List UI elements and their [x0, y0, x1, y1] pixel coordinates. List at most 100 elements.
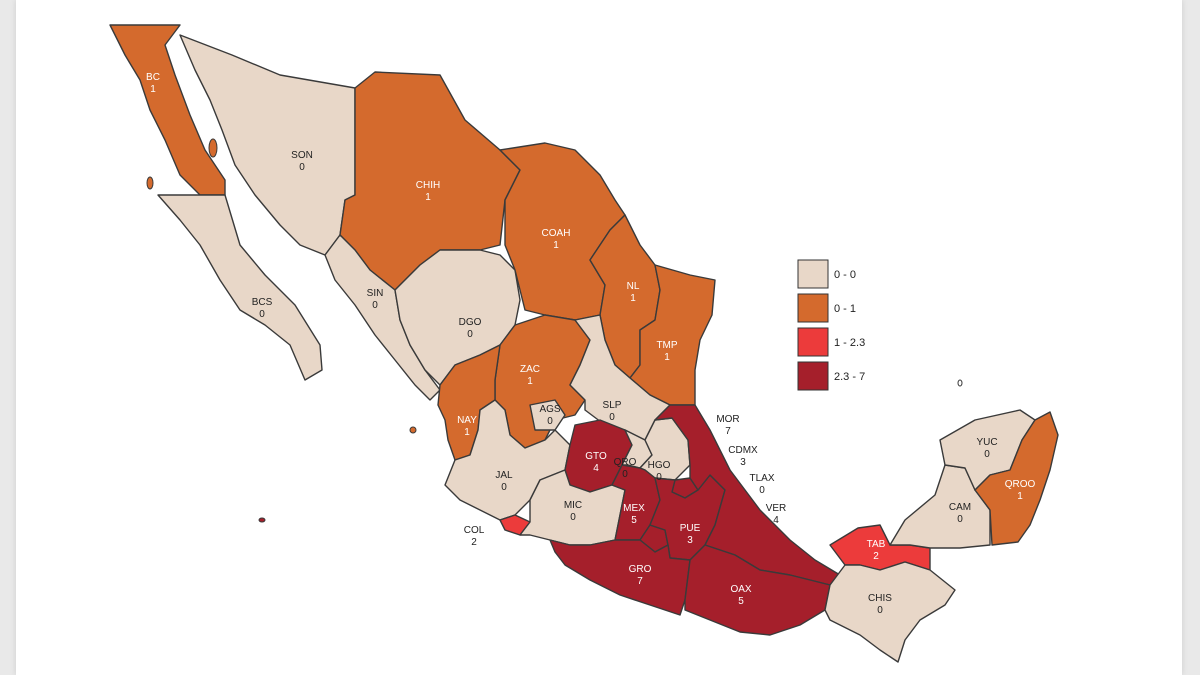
label-HGO-value: 0	[656, 472, 662, 483]
label-VER-abbr: VER	[766, 503, 787, 514]
label-COL-abbr: COL	[464, 525, 485, 536]
legend-swatch-2	[797, 293, 829, 323]
state-AGS	[529, 399, 566, 431]
label-CAM-abbr: CAM	[949, 502, 971, 513]
label-DGO-abbr: DGO	[459, 317, 482, 328]
label-MEX-value: 5	[631, 515, 637, 526]
label-TAB-abbr: TAB	[867, 539, 886, 550]
label-MIC-value: 0	[570, 512, 576, 523]
label-JAL-value: 0	[501, 482, 507, 493]
state-labels: BC 1 BCS 0 SON 0 CHIH 1 COAH 1 NL 1 TMP 1 SIN 0 …	[146, 72, 1035, 616]
state-SIN	[324, 234, 441, 401]
svg-text:NL1: NL 1	[627, 281, 640, 304]
legend-swatch-3	[797, 327, 829, 357]
label-OAX-value: 5	[738, 596, 744, 607]
label-CHIS-value: 0	[877, 605, 883, 616]
state-CHIS	[824, 561, 956, 663]
label-MOR-value: 7	[725, 426, 731, 437]
legend: 0 - 0 0 - 1 1 - 2.3 2.3 - 7	[797, 259, 865, 391]
label-YUC-value: 0	[984, 449, 990, 460]
label-AGS-value: 0	[547, 416, 553, 427]
label-SON-value: 0	[299, 162, 305, 173]
label-DGO-value: 0	[467, 329, 473, 340]
label-GRO-abbr: GRO	[629, 564, 652, 575]
label-QROO-value: 1	[1017, 491, 1023, 502]
label-BC-abbr: BC	[146, 72, 160, 83]
label-QROO-abbr: QROO	[1005, 479, 1036, 490]
label-QRO-abbr: QRO	[614, 457, 637, 468]
svg-text:BC1: BC 1	[146, 72, 160, 95]
label-CHIS-abbr: CHIS	[868, 593, 892, 604]
label-NL-abbr: NL	[627, 281, 640, 292]
label-NAY-abbr: NAY	[457, 415, 477, 426]
legend-swatch-1	[797, 259, 829, 289]
label-ZAC-value: 1	[527, 376, 533, 387]
legend-label-2: 0 - 1	[834, 303, 856, 315]
label-CHIH-abbr: CHIH	[416, 180, 440, 191]
label-CDMX-value: 3	[740, 457, 746, 468]
label-GTO-abbr: GTO	[585, 451, 607, 462]
label-GTO-value: 4	[593, 463, 599, 474]
label-TMP-abbr: TMP	[656, 340, 677, 351]
label-COAH-value: 1	[553, 240, 559, 251]
label-NAY-value: 1	[464, 427, 470, 438]
label-SLP-abbr: SLP	[603, 400, 622, 411]
state-SON	[179, 34, 356, 256]
label-COAH-abbr: COAH	[542, 228, 571, 239]
label-TLAX-abbr: TLAX	[749, 473, 774, 484]
state-OAX	[684, 544, 831, 636]
label-QRO-value: 0	[622, 469, 628, 480]
label-COL-value: 2	[471, 537, 477, 548]
label-BC-value: 1	[150, 84, 156, 95]
label-TAB-value: 2	[873, 551, 879, 562]
label-TLAX-value: 0	[759, 485, 765, 496]
label-SIN-abbr: SIN	[367, 288, 384, 299]
legend-swatch-4	[797, 361, 829, 391]
state-BCS	[157, 194, 323, 381]
label-PUE-abbr: PUE	[680, 523, 701, 534]
label-JAL-abbr: JAL	[495, 470, 513, 481]
label-SON-abbr: SON	[291, 150, 313, 161]
label-SIN-value: 0	[372, 300, 378, 311]
label-GRO-value: 7	[637, 576, 643, 587]
label-VER-value: 4	[773, 515, 779, 526]
legend-label-3: 1 - 2.3	[834, 337, 865, 349]
label-PUE-value: 3	[687, 535, 693, 546]
state-QROO	[974, 411, 1059, 546]
label-ZAC-abbr: ZAC	[520, 364, 540, 375]
label-MEX-abbr: MEX	[623, 503, 645, 514]
label-OAX-abbr: OAX	[730, 584, 751, 595]
label-BCS-abbr: BCS	[252, 297, 273, 308]
legend-label-1: 0 - 0	[834, 269, 856, 281]
label-SLP-value: 0	[609, 412, 615, 423]
label-CHIH-value: 1	[425, 192, 431, 203]
label-YUC-abbr: YUC	[976, 437, 997, 448]
label-MOR-abbr: MOR	[716, 414, 739, 425]
label-CAM-value: 0	[957, 514, 963, 525]
